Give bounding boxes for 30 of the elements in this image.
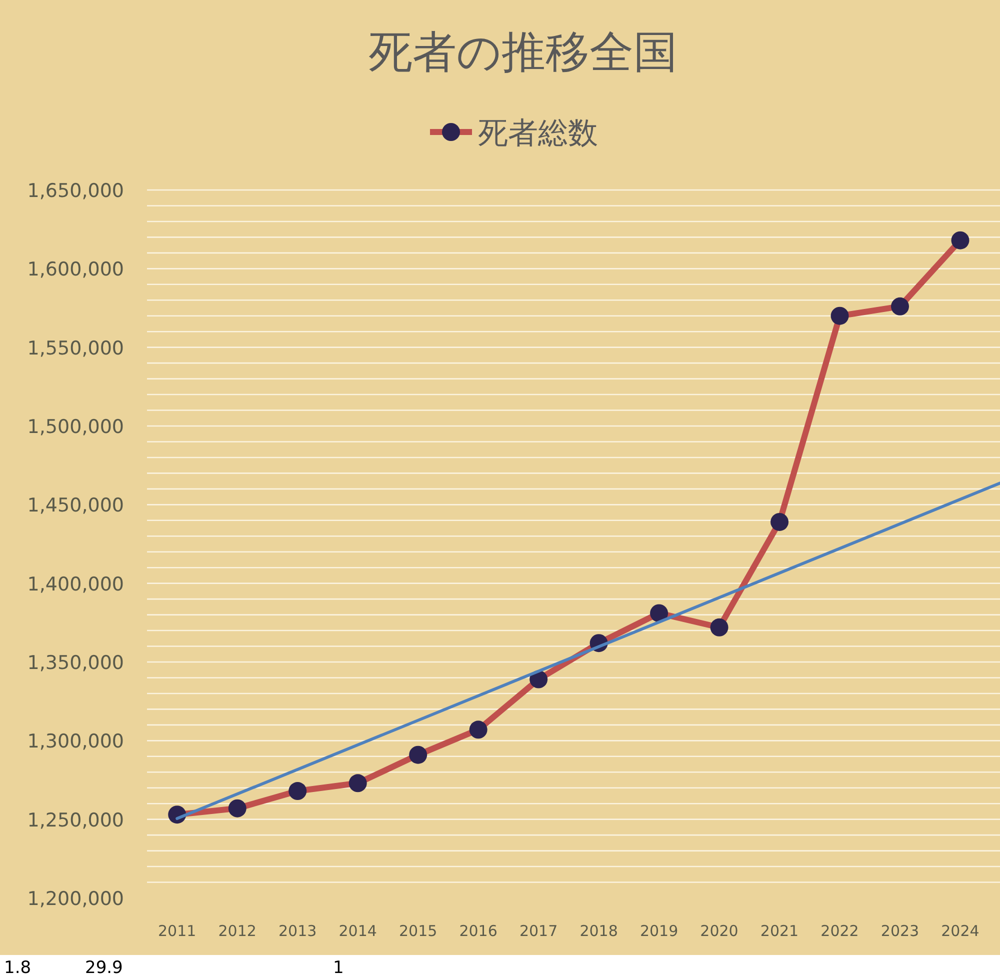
x-tick-label: 2020 [700,922,738,940]
x-tick-label: 2024 [941,922,980,940]
text: 29.9 [85,958,123,976]
y-tick-label: 1,350,000 [27,652,124,674]
y-tick-label: 1,400,000 [27,573,124,596]
x-tick-label: 2016 [459,922,498,940]
x-tick-label: 2022 [820,922,859,940]
y-tick-label: 1,200,000 [27,888,124,910]
x-tick-label: 2013 [278,922,317,940]
y-tick-label: 1,600,000 [27,258,124,281]
y-tick-label: 1,300,000 [27,730,124,753]
y-tick-label: 1,450,000 [27,494,124,517]
text: 1.8 [4,958,32,976]
text: 1 [333,958,344,976]
y-tick-label: 1,250,000 [27,809,124,832]
legend-label: 死者総数 [478,116,598,151]
x-tick-label: 2023 [880,922,920,940]
x-tick-label: 2012 [218,922,256,940]
x-tick-label: 2011 [158,922,196,940]
x-tick-label: 2018 [580,922,618,940]
x-tick-label: 2017 [519,922,558,940]
y-tick-label: 1,650,000 [27,180,124,202]
legend: 死者総数 [430,116,598,151]
x-tick-label: 2021 [760,922,799,940]
y-tick-label: 1,550,000 [27,337,124,360]
x-tick-label: 2015 [398,922,438,940]
x-tick-label: 2019 [640,922,678,940]
y-tick-label: 1,500,000 [27,416,124,438]
x-tick-label: 2014 [338,922,377,940]
title: 死者の推移全国 [368,27,678,78]
